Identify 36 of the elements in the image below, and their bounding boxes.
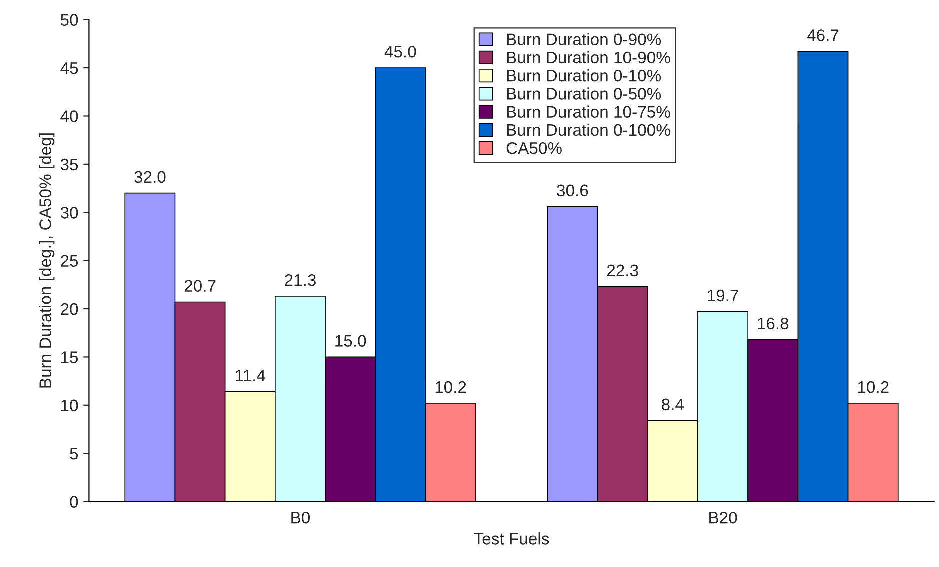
data-label: 21.3 [285, 274, 316, 286]
legend-label: Burn Duration 10-75% [507, 106, 670, 118]
legend-label: Burn Duration 0-50% [507, 88, 662, 100]
legend-label: Burn Duration 0-10% [507, 70, 662, 82]
y-tick-label: 50 [60, 14, 78, 26]
x-axis-title: Test Fuels [474, 532, 550, 545]
y-tick-label: 25 [61, 255, 78, 268]
y-tick-label: 45 [60, 62, 78, 74]
data-label: 11.4 [236, 370, 266, 382]
y-tick-label: 40 [60, 110, 78, 122]
data-label: 10.2 [436, 381, 466, 394]
y-axis-title: Burn Duration [deg.], CA50% [deg] [39, 134, 55, 388]
data-label: 10.2 [858, 381, 889, 394]
legend-label: Burn Duration 0-90% [507, 33, 662, 46]
y-tick-label: 15 [62, 352, 78, 364]
data-label: 32.0 [134, 171, 166, 184]
y-tick-label: 10 [62, 400, 78, 412]
data-label: 22.3 [607, 264, 638, 277]
data-label: 46.7 [807, 30, 839, 42]
y-tick-label: 30 [60, 207, 78, 219]
data-label: 20.7 [184, 280, 216, 292]
data-label: 15.0 [336, 335, 366, 347]
data-label: 30.6 [557, 184, 588, 197]
legend-label: Burn Duration 0-100% [507, 124, 670, 136]
y-tick-label: 5 [70, 448, 78, 460]
x-tick-label: B0 [292, 512, 310, 524]
data-label: 16.8 [758, 318, 789, 330]
data-label: 45.0 [384, 46, 416, 58]
legend-label: CA50% [506, 142, 562, 154]
x-tick-label: B20 [710, 512, 738, 524]
data-label: 19.7 [708, 290, 738, 302]
y-tick-label: 20 [61, 303, 78, 316]
legend-label: Burn Duration 10-90% [507, 51, 670, 64]
y-tick-label: 0 [70, 496, 78, 508]
data-label: 8.4 [662, 398, 684, 411]
y-tick-label: 35 [60, 158, 78, 171]
